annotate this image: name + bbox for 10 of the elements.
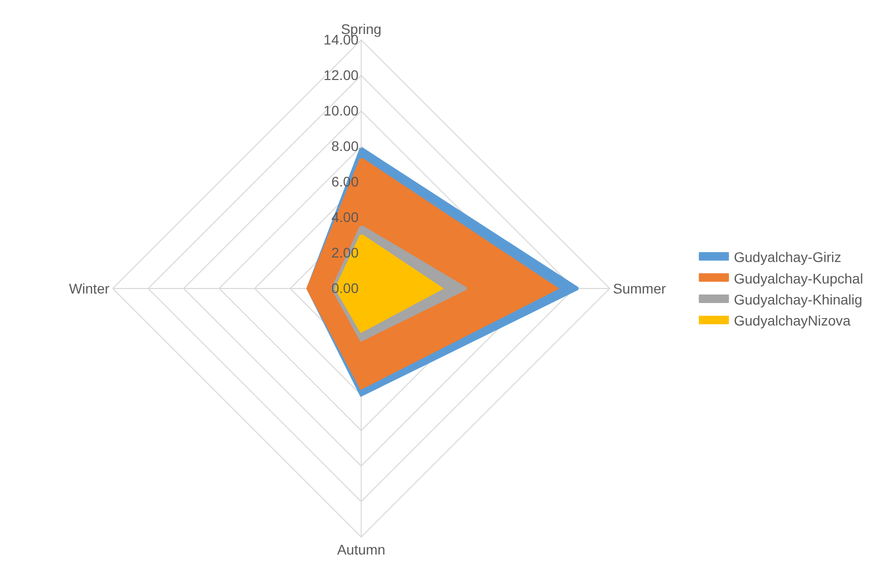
legend-label: Gudyalchay-Kupchal [734,270,864,286]
y-tick-label: 8.00 [331,138,359,154]
y-tick-label: 10.00 [324,102,359,119]
spoke-label: Summer [613,280,666,296]
y-tick-label: 12.00 [324,67,359,84]
spoke-label: Autumn [337,541,386,558]
spoke-label: Winter [68,280,110,296]
legend-label: Gudyalchay-Giriz [734,249,842,266]
legend-label: Gudyalchay-Khinalig [734,291,862,308]
legend-label: GudyalchayNizova [734,312,851,329]
